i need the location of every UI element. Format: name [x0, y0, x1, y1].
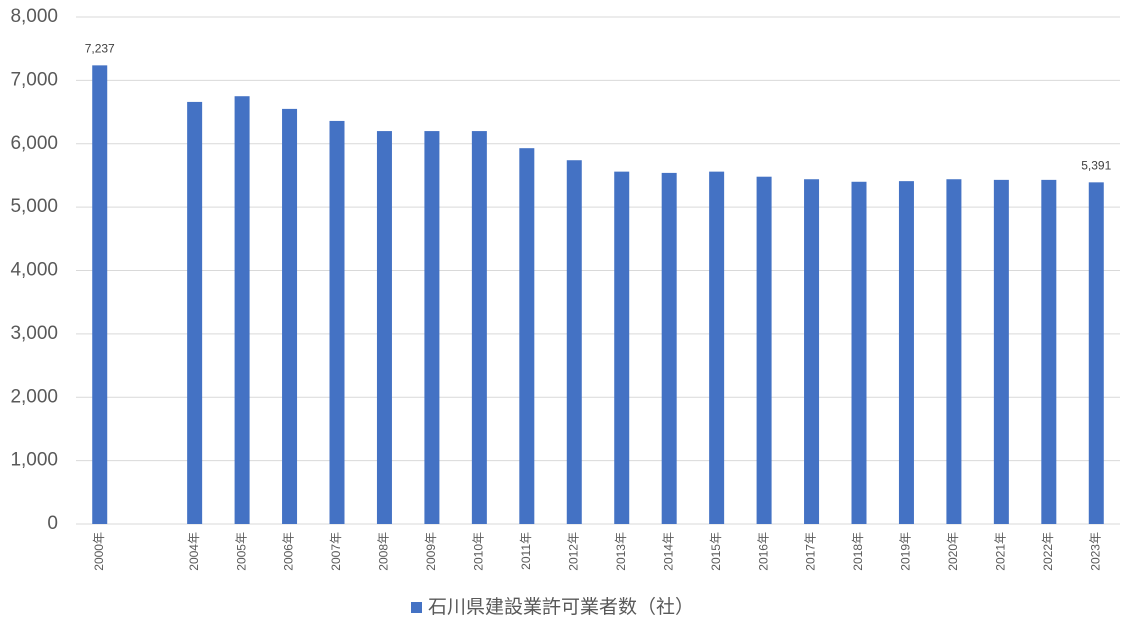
bar	[946, 179, 962, 525]
legend-label: 石川県建設業許可業者数（社）	[428, 596, 694, 618]
x-tick-label: 2004年	[187, 532, 201, 571]
legend-swatch	[411, 602, 422, 613]
x-tick-label: 2018年	[851, 532, 865, 571]
y-tick-label: 2,000	[10, 386, 58, 407]
x-tick-label: 2019年	[899, 532, 913, 571]
y-tick-label: 5,000	[10, 196, 58, 217]
y-tick-label: 1,000	[10, 450, 58, 471]
bar	[898, 181, 914, 525]
bar	[756, 176, 772, 524]
bar	[993, 179, 1009, 524]
bar	[519, 148, 535, 524]
x-tick-label: 2006年	[282, 532, 296, 571]
bar	[566, 160, 582, 525]
x-tick-label: 2014年	[661, 532, 675, 571]
y-tick-label: 8,000	[10, 6, 58, 27]
y-tick-label: 6,000	[10, 133, 58, 154]
bar	[471, 131, 487, 524]
bar	[92, 65, 108, 524]
bar	[804, 179, 820, 525]
x-tick-label: 2021年	[994, 532, 1008, 571]
x-tick-label: 2012年	[566, 532, 580, 571]
x-tick-label: 2013年	[614, 532, 628, 571]
bar	[424, 131, 440, 524]
x-tick-label: 2005年	[234, 532, 248, 571]
bar	[1041, 179, 1057, 524]
bar	[614, 171, 630, 524]
y-tick-label: 7,000	[10, 69, 58, 90]
y-tick-label: 4,000	[10, 260, 58, 281]
data-label: 7,237	[85, 42, 115, 56]
bar	[1088, 182, 1104, 524]
x-tick-label: 2011年	[519, 532, 533, 570]
bar	[851, 181, 867, 524]
bar	[282, 108, 298, 525]
x-tick-label: 2016年	[756, 532, 770, 571]
x-tick-label: 2022年	[1041, 532, 1055, 571]
bar	[234, 96, 250, 524]
bar	[329, 120, 345, 524]
data-label: 5,391	[1081, 159, 1111, 173]
x-tick-label: 2010年	[472, 532, 486, 571]
bar	[709, 171, 725, 524]
x-tick-label: 2007年	[329, 532, 343, 571]
x-tick-label: 2020年	[946, 532, 960, 571]
x-tick-label: 2015年	[709, 532, 723, 571]
bar	[661, 172, 677, 524]
x-tick-label: 2008年	[377, 532, 391, 571]
x-tick-label: 2023年	[1088, 532, 1102, 571]
bar	[187, 101, 203, 525]
y-tick-label: 0	[47, 513, 58, 534]
x-tick-label: 2009年	[424, 532, 438, 571]
x-tick-label: 2000年	[92, 532, 106, 571]
y-tick-label: 3,000	[10, 323, 58, 344]
bar	[376, 131, 392, 524]
x-tick-label: 2017年	[804, 532, 818, 571]
